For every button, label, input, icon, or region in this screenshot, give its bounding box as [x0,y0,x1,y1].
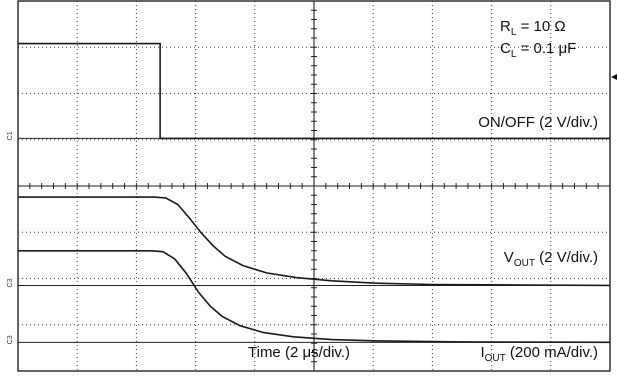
trace-iout [18,250,611,344]
series-label-onoff: ON/OFF (2 V/div.) [478,114,598,131]
cl-annotation: CL = 0.1 μF [500,40,576,60]
trace-vout [18,196,611,287]
trigger-level-marker [611,74,617,80]
center-axes [17,0,611,372]
trace-onoff [18,42,610,140]
x-axis-label: Time (2 μs/div.) [248,344,350,361]
channel-marker-label: C3 [7,335,14,344]
series-label-iout: IOUT (200 mA/div.) [480,344,598,364]
series-label-vout: VOUT (2 V/div.) [504,249,598,269]
traces [18,42,611,344]
channel-marker-label: C3 [7,278,14,287]
channel-marker-label: C1 [7,131,14,140]
rl-annotation: RL = 10 Ω [500,18,566,38]
